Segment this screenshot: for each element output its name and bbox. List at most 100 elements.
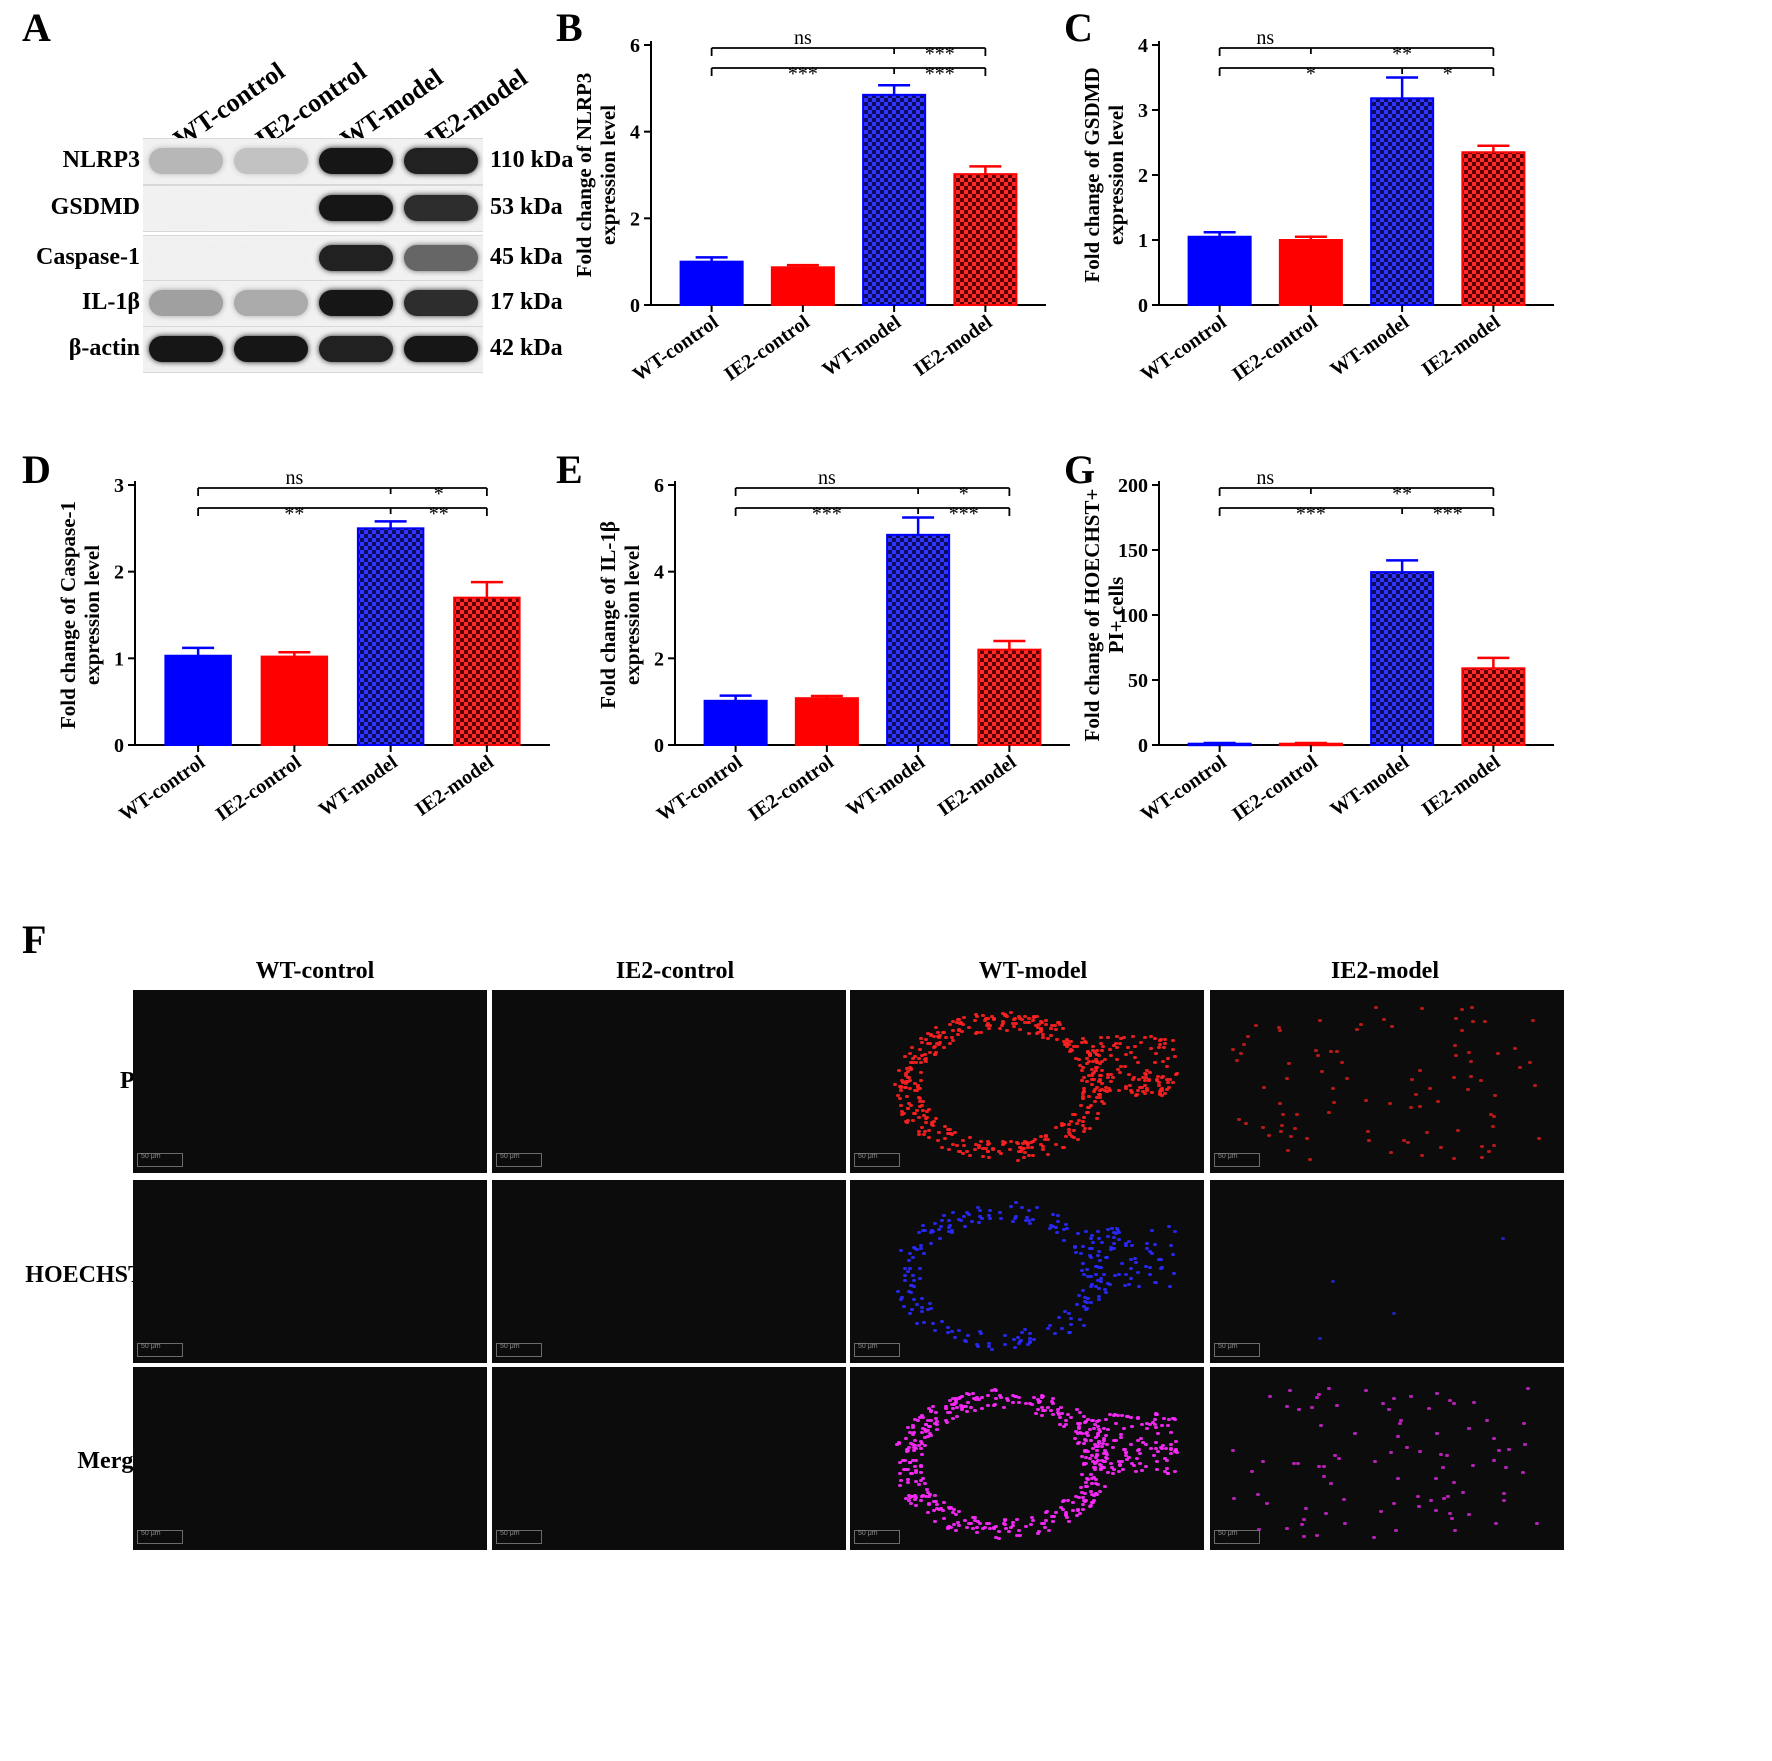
stained-cell [1148, 1447, 1153, 1451]
stained-cell [1005, 1029, 1010, 1033]
stained-cell [946, 1330, 951, 1334]
stained-cell [1011, 1338, 1016, 1342]
stained-cell [1143, 1465, 1148, 1469]
stained-cell [1011, 1018, 1016, 1022]
stained-cell [1145, 1242, 1149, 1245]
stained-cell [950, 1132, 954, 1136]
stained-cell [981, 1154, 986, 1158]
stained-cell [1036, 1022, 1041, 1026]
stained-cell [951, 1019, 956, 1023]
stained-cell [1096, 1441, 1101, 1445]
stained-cell [1011, 1025, 1016, 1029]
stained-cell [897, 1068, 902, 1072]
stained-cell [1107, 1047, 1112, 1051]
stained-cell [1103, 1434, 1108, 1438]
stained-cell [1054, 1511, 1059, 1515]
stained-cell [991, 1527, 996, 1530]
stained-cell [1173, 1055, 1178, 1059]
stained-cell [1086, 1111, 1090, 1115]
micro-row-label: PI [120, 1068, 144, 1094]
stained-cell [933, 1050, 938, 1054]
stained-cell [915, 1088, 919, 1092]
stained-cell [1157, 1080, 1162, 1084]
wb-band [319, 195, 393, 221]
stained-cell [1103, 1086, 1108, 1090]
y-tick-label: 50 [1128, 670, 1148, 692]
stained-cell [1016, 1335, 1021, 1339]
stained-cell [898, 1088, 903, 1092]
stained-cell [1441, 1497, 1446, 1501]
stained-cell [1395, 1476, 1400, 1480]
stained-cell [1342, 1497, 1347, 1501]
stained-cell [951, 1417, 956, 1421]
stained-cell [914, 1495, 918, 1499]
stained-cell [1048, 1224, 1053, 1227]
stained-cell [922, 1482, 927, 1486]
stained-cell [945, 1128, 950, 1132]
stained-cell [933, 1520, 937, 1524]
stained-cell [920, 1041, 925, 1045]
stained-cell [1129, 1415, 1134, 1419]
stained-cell [1526, 1387, 1531, 1391]
stained-cell [1159, 1076, 1164, 1079]
stained-cell [1019, 1338, 1024, 1342]
stained-cell [1061, 1122, 1066, 1126]
stained-cell [1074, 1251, 1079, 1255]
x-tick-label: IE2-model [411, 751, 498, 821]
stained-cell [1057, 1316, 1062, 1320]
stained-cell [950, 1039, 955, 1043]
stained-cell [960, 1029, 965, 1033]
stained-cell [1134, 1261, 1139, 1265]
stained-cell [979, 1396, 984, 1400]
stained-cell [979, 1406, 984, 1410]
stained-cell [985, 1393, 990, 1397]
stained-cell [1033, 1023, 1038, 1027]
stained-cell [1128, 1051, 1133, 1055]
stained-cell [940, 1509, 945, 1513]
stained-cell [1114, 1438, 1119, 1442]
stained-cell [1408, 1106, 1413, 1110]
stained-cell [1096, 1253, 1101, 1257]
stained-cell [1372, 1459, 1377, 1463]
stained-cell [1022, 1020, 1027, 1024]
stained-cell [1145, 1421, 1149, 1425]
stained-cell [999, 1217, 1004, 1221]
stained-cell [940, 1145, 945, 1149]
stained-cell [1083, 1041, 1088, 1045]
stained-cell [1126, 1415, 1130, 1419]
stained-cell [959, 1394, 964, 1398]
stained-cell [1065, 1039, 1070, 1043]
stained-cell [942, 1124, 947, 1128]
stained-cell [952, 1508, 957, 1511]
stained-cell [911, 1061, 916, 1064]
stained-cell [1048, 1034, 1053, 1038]
stained-cell [1014, 1022, 1019, 1026]
stained-cell [947, 1022, 952, 1026]
stained-cell [1130, 1090, 1135, 1094]
stained-cell [1022, 1139, 1027, 1143]
stained-cell [1119, 1036, 1124, 1040]
stained-cell [1107, 1283, 1112, 1286]
x-tick-label: WT-model [842, 751, 929, 821]
wb-kda-label: 110 kDa [490, 147, 574, 173]
bar [1461, 667, 1526, 746]
stained-cell [1098, 1466, 1103, 1470]
stained-cell [1239, 1052, 1244, 1056]
stained-cell [1092, 1465, 1097, 1469]
stained-cell [1019, 1150, 1024, 1153]
chart-d: 0 1 2 3 Fold change of Caspase-1expression l… [56, 467, 550, 826]
stained-cell [1075, 1138, 1080, 1142]
stained-cell [1046, 1529, 1051, 1533]
stained-cell [1023, 1150, 1028, 1154]
stained-cell [1028, 1339, 1033, 1343]
wb-band [319, 148, 393, 174]
stained-cell [1162, 1037, 1167, 1041]
stained-cell [1536, 1136, 1541, 1140]
stained-cell [934, 1506, 939, 1510]
stained-cell [1170, 1080, 1175, 1084]
x-tick-label: WT-model [315, 751, 402, 821]
stained-cell [1083, 1421, 1088, 1425]
stained-cell [1466, 1512, 1471, 1516]
stained-cell [978, 1329, 982, 1333]
stained-cell [1108, 1461, 1113, 1465]
